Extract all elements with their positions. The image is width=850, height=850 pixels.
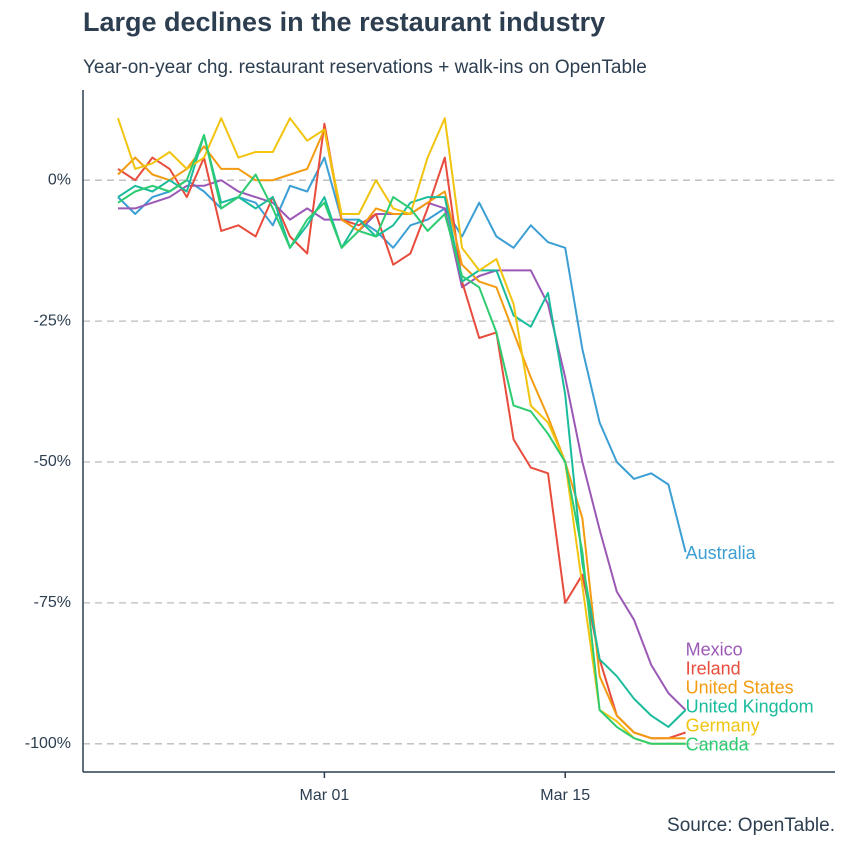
series-line: [117, 134, 686, 745]
chart-subtitle: Year-on-year chg. restaurant reservation…: [83, 57, 647, 78]
legend-label: Germany: [686, 716, 760, 736]
legend-label: Mexico: [686, 640, 743, 660]
legend-label: Ireland: [686, 659, 741, 679]
y-tick-label: 0%: [48, 171, 71, 188]
legend-label: United Kingdom: [686, 697, 814, 717]
legend-label: United States: [686, 678, 794, 698]
y-tick-label: -100%: [25, 735, 71, 752]
series-line: [117, 134, 687, 728]
series-line: [117, 128, 686, 740]
chart-title: Large declines in the restaurant industr…: [83, 7, 605, 37]
source-note: Source: OpenTable.: [667, 815, 835, 836]
series-line: [117, 117, 686, 745]
series-line: [117, 156, 687, 553]
y-tick-label: -50%: [34, 453, 71, 470]
legend-label: Australia: [686, 543, 757, 563]
x-tick-label: Mar 01: [300, 787, 350, 804]
y-tick-label: -75%: [34, 594, 71, 611]
legend-label: Canada: [686, 735, 750, 755]
series-line: [117, 122, 686, 740]
x-tick-label: Mar 15: [540, 787, 590, 804]
y-tick-label: -25%: [34, 312, 71, 329]
